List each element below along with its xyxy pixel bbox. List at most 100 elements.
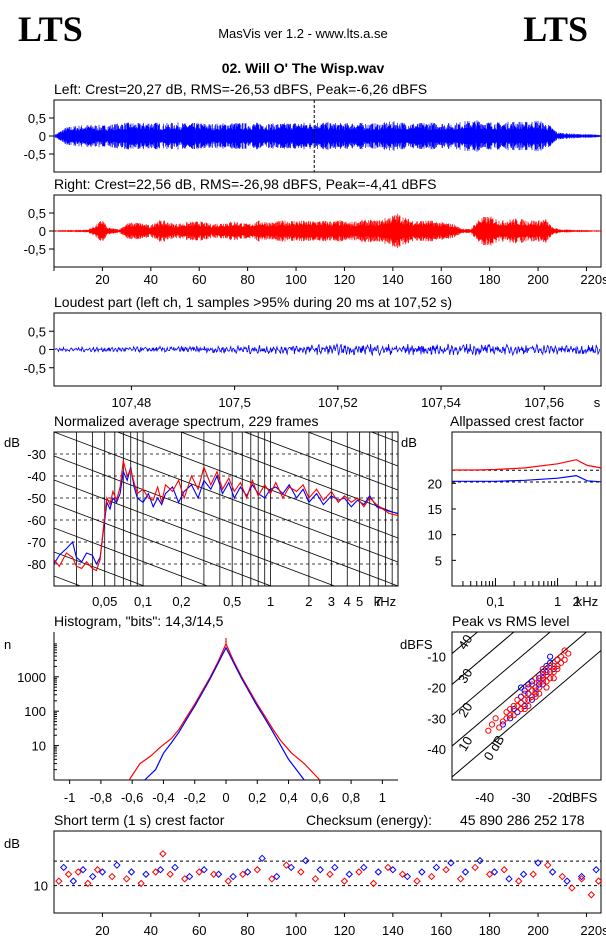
hist-x-tick-label: -0,4 <box>152 790 174 805</box>
peak-rms-point-0 <box>525 681 532 688</box>
short-crest-point-1 <box>500 866 508 874</box>
loudest-x-tick-label: 107,56 <box>524 395 564 410</box>
peak-rms-point-1 <box>492 715 499 722</box>
spectrum-slope-line <box>54 96 398 226</box>
spectrum-x-tick-label: 0,1 <box>134 594 152 609</box>
peak-rms-point-0 <box>536 681 543 688</box>
spectrum-slope-line <box>54 0 398 130</box>
peak-rms-point-1 <box>525 702 532 710</box>
app-title: MasVis ver 1.2 - www.lts.a.se <box>218 26 388 41</box>
short-crest-point-1 <box>93 866 102 874</box>
short-crest-point-0 <box>505 875 513 883</box>
peak-rms-point-1 <box>517 699 525 707</box>
peak-rms-point-0 <box>539 681 546 688</box>
loudest-y-tick-label: -0,5 <box>24 361 46 376</box>
spectrum-x-tick-label: 1 <box>267 594 274 609</box>
peak-rms-y-tick-label: -30 <box>427 711 446 726</box>
hist-x-tick-label: -0,8 <box>90 790 112 805</box>
loudest-x-unit: s <box>594 395 601 410</box>
short-crest-x-tick-label: 140 <box>382 923 404 938</box>
short-crest-point-1 <box>427 872 436 881</box>
peak-rms-point-0 <box>528 678 536 685</box>
peak-rms-point-1 <box>528 693 536 700</box>
short-crest-point-1 <box>544 861 552 869</box>
peak-rms-point-1 <box>528 687 536 694</box>
hist-series-1 <box>144 646 305 781</box>
right-waveform-x-tick-label: 220s <box>580 272 606 287</box>
short-crest-x-tick-label: 120 <box>334 923 356 938</box>
short-crest-point-1 <box>180 875 189 883</box>
hist-x-tick-label: 0,2 <box>248 790 266 805</box>
peak-rms-point-1 <box>503 715 510 722</box>
spectrum-slope-line <box>370 432 398 443</box>
spectrum-grid <box>53 432 398 586</box>
short-crest-point-0 <box>156 866 165 874</box>
short-crest-point-1 <box>137 879 145 888</box>
short-crest-point-0 <box>447 859 455 867</box>
short-crest-point-0 <box>592 866 600 874</box>
left-waveform-signal <box>54 120 601 152</box>
short-crest-point-0 <box>418 868 426 876</box>
short-crest-point-0 <box>89 872 97 881</box>
spectrum-slope-line <box>54 551 146 586</box>
short-term-crest-title: Short term (1 s) crest factor <box>54 812 225 828</box>
crest-y-tick-label: 5 <box>435 553 442 568</box>
right-waveform-x-tick-label: 120 <box>334 272 356 287</box>
crest-series-1 <box>452 474 602 483</box>
crest-frame <box>451 431 602 587</box>
peak-rms-point-1 <box>503 709 510 716</box>
short-crest-point-0 <box>79 866 87 874</box>
right-waveform-x-tick-label: 180 <box>479 272 501 287</box>
short-crest-point-0 <box>229 872 237 881</box>
short-crest-point-1 <box>594 877 603 885</box>
crest-x-tick-label: 2 <box>573 594 580 609</box>
peak-rms-point-1 <box>525 696 532 703</box>
peak-rms-point-0 <box>528 696 536 703</box>
spectrum-y-tick-label: -70 <box>27 535 46 550</box>
spectrum-series-1 <box>54 460 398 572</box>
short-crest-point-0 <box>490 868 499 876</box>
peak-rms-point-1 <box>521 705 528 713</box>
short-crest-point-0 <box>272 872 281 881</box>
spectrum-slope-line <box>54 479 336 586</box>
spectrum-slope-line <box>54 144 398 274</box>
hist-y-tick-label: 1000 <box>17 670 46 685</box>
hist-y-tick-label: 100 <box>24 704 46 719</box>
peak-rms-point-1 <box>517 705 525 713</box>
crest-y-tick-label: 10 <box>428 528 442 543</box>
left-waveform-y-tick-label: 0,5 <box>28 111 46 126</box>
peak-rms-point-1 <box>528 681 536 688</box>
spectrum-slope-line <box>54 48 398 178</box>
short-crest-point-1 <box>239 870 247 878</box>
short-crest-point-1 <box>210 870 218 878</box>
short-crest-point-1 <box>166 870 174 878</box>
short-crest-x-tick-label: 180 <box>479 923 501 938</box>
short-crest-point-0 <box>287 863 295 872</box>
short-crest-point-0 <box>113 861 121 869</box>
short-crest-point-1 <box>442 866 450 874</box>
peak-rms-point-1 <box>550 668 557 676</box>
peak-rms-point-1 <box>507 712 514 719</box>
crest-y-tick-label: 15 <box>428 502 442 517</box>
peak-rms-point-1 <box>536 690 543 697</box>
peak-rms-point-1 <box>485 727 492 734</box>
peak-rms-point-1 <box>554 656 561 663</box>
peak-rms-point-1 <box>554 662 561 670</box>
peak-rms-points <box>485 647 572 734</box>
histogram-title: Histogram, "bits": 14,3/14,5 <box>54 613 224 629</box>
peak-rms-point-0 <box>532 690 539 697</box>
short-crest-point-0 <box>258 854 266 863</box>
hist-x-tick-label: 1 <box>379 790 386 805</box>
peak-rms-point-1 <box>510 712 517 719</box>
right-waveform-x-tick-label: 160 <box>430 272 452 287</box>
logo-left: LTS <box>18 9 83 49</box>
spectrum-x-tick-label: 7 <box>375 594 382 609</box>
loudest-part-title: Loudest part (left ch, 1 samples >95% du… <box>54 294 453 310</box>
peak-rms-point-0 <box>543 662 550 670</box>
short-crest-point-0 <box>69 877 78 885</box>
peak-rms-x-tick-label: -40 <box>475 790 494 805</box>
hist-x-tick-label: -0,6 <box>121 790 143 805</box>
loudest-x-tick-label: 107,48 <box>112 395 152 410</box>
peak-rms-point-1 <box>532 687 539 694</box>
short-crest-point-0 <box>519 870 528 878</box>
